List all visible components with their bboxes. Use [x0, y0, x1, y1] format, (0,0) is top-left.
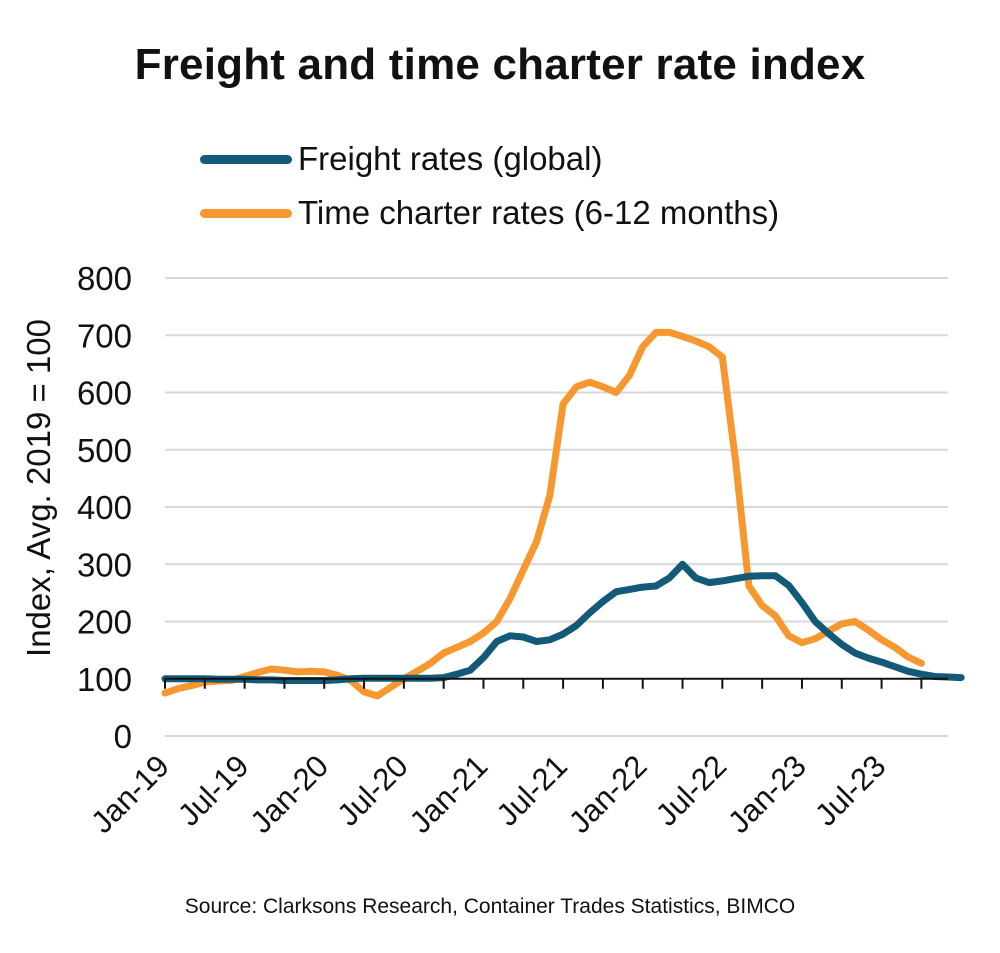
- y-tick-label-100: 100: [77, 661, 132, 698]
- legend-item-freight: Freight rates (global): [200, 132, 779, 186]
- y-tick-label-800: 800: [77, 260, 132, 297]
- legend-label-time-charter: Time charter rates (6-12 months): [298, 194, 780, 231]
- series-lines: [161, 328, 965, 700]
- x-tick-label-2: Jan-20: [243, 748, 335, 840]
- series-line-0: [161, 560, 965, 684]
- y-tick-label-300: 300: [77, 546, 132, 583]
- source-note: Source: Clarksons Research, Container Tr…: [184, 895, 796, 918]
- legend-swatch-time-charter: [200, 208, 292, 218]
- x-tick-label-5: Jul-21: [490, 748, 574, 832]
- x-tick-label-6: Jan-22: [562, 748, 654, 840]
- y-tick-label-0: 0: [114, 718, 132, 755]
- x-tick-label-3: Jul-20: [330, 748, 414, 832]
- series-line-1: [161, 328, 925, 700]
- x-tick-label-9: Jul-23: [808, 748, 892, 832]
- x-tick-label-8: Jan-23: [721, 748, 813, 840]
- x-tick-label-0: Jan-19: [84, 748, 176, 840]
- legend-item-time-charter: Time charter rates (6-12 months): [200, 186, 779, 240]
- legend-label-freight: Freight rates (global): [298, 140, 603, 177]
- y-tick-label-600: 600: [77, 375, 132, 412]
- chart-title: Freight and time charter rate index: [134, 40, 866, 89]
- x-tick-label-1: Jul-19: [171, 748, 255, 832]
- y-tick-label-500: 500: [77, 432, 132, 469]
- grid-lines: [165, 277, 948, 737]
- x-tick-label-7: Jul-22: [649, 748, 733, 832]
- legend-swatch-freight: [200, 154, 292, 164]
- y-tick-label-400: 400: [77, 489, 132, 526]
- x-axis-tick-labels: Jan-19Jul-19Jan-20Jul-20Jan-21Jul-21Jan-…: [84, 748, 892, 840]
- x-axis: [164, 677, 948, 689]
- legend: Freight rates (global) Time charter rate…: [200, 132, 779, 240]
- y-axis-tick-labels: 0 100 200 300 400 500 600 700 800: [77, 260, 132, 755]
- x-tick-label-4: Jan-21: [403, 748, 495, 840]
- y-tick-label-200: 200: [77, 604, 132, 641]
- y-axis-label: Index, Avg. 2019 = 100: [20, 319, 57, 657]
- y-tick-label-700: 700: [77, 317, 132, 354]
